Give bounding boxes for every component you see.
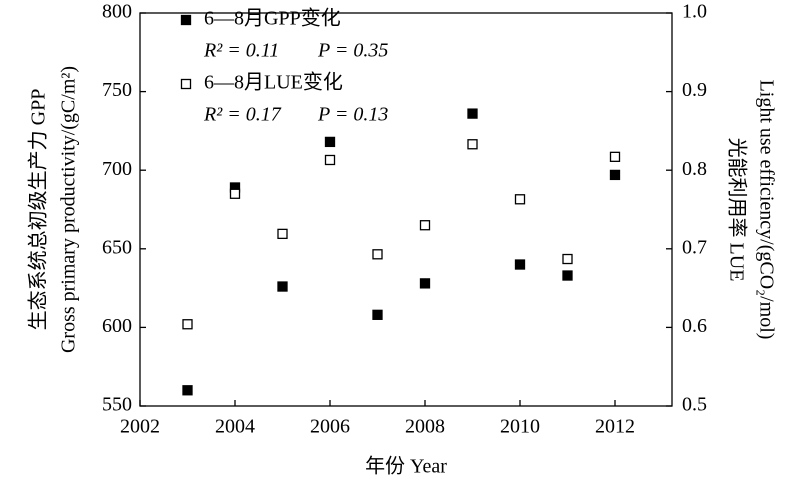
y-tick-label: 700 — [102, 158, 132, 180]
x-tick-label: 2012 — [595, 416, 635, 438]
plot-frame — [139, 12, 673, 407]
data-point — [419, 278, 431, 289]
legend-stat: R² = 0.17 — [203, 104, 282, 126]
x-tick-label: 2010 — [500, 416, 540, 438]
legend-stat: P = 0.13 — [317, 104, 388, 126]
legend-marker — [180, 78, 192, 90]
data-point — [562, 270, 573, 281]
y-tick-label: 550 — [102, 394, 132, 416]
data-point — [182, 385, 193, 396]
data-point — [372, 249, 383, 260]
legend-label: 6—8月LUE变化 — [204, 71, 343, 94]
y2-tick-label: 1.0 — [682, 1, 707, 23]
x-tick-label: 2008 — [405, 416, 445, 438]
y-axis-title: 生态系统总初级生产力 GPP — [27, 89, 50, 331]
data-point — [277, 228, 288, 240]
y2-tick-label: 0.9 — [682, 79, 707, 101]
y2-tick-label: 0.6 — [682, 315, 707, 337]
x-tick-label: 2004 — [215, 416, 255, 438]
legend-stat: P = 0.35 — [317, 40, 388, 62]
y2-axis-title: 光能利用率 LUE — [725, 138, 748, 282]
data-point — [562, 253, 573, 265]
data-point — [514, 194, 526, 205]
y2-axis-title: Light use efficiency/(gCO₂/mol) — [755, 80, 777, 340]
data-point — [324, 136, 336, 148]
data-point — [229, 188, 241, 199]
data-point — [609, 169, 621, 181]
y2-tick-label: 0.8 — [682, 158, 707, 180]
y-tick-label: 650 — [102, 236, 132, 258]
legend-label: 6—8月GPP变化 — [204, 7, 341, 30]
data-point — [609, 151, 621, 162]
y2-tick-label: 0.5 — [682, 394, 707, 416]
legend-marker — [180, 14, 192, 26]
data-point — [277, 281, 288, 292]
x-tick-label: 2002 — [120, 416, 160, 438]
data-point — [182, 319, 193, 330]
x-axis-title: 年份 Year — [365, 455, 447, 478]
x-tick-label: 2006 — [310, 416, 350, 438]
y-tick-label: 750 — [102, 79, 132, 101]
data-point — [324, 154, 336, 166]
y2-tick-label: 0.7 — [682, 236, 707, 258]
data-point — [514, 259, 526, 270]
y-tick-label: 600 — [102, 315, 132, 337]
data-point — [467, 139, 478, 150]
y-tick-label: 800 — [102, 1, 132, 23]
legend-stat: R² = 0.11 — [203, 40, 279, 62]
data-point — [372, 309, 383, 320]
data-point — [467, 108, 478, 119]
data-point — [419, 220, 431, 231]
y-axis-title: Gross primary productivity/(gC/m²) — [58, 66, 80, 353]
